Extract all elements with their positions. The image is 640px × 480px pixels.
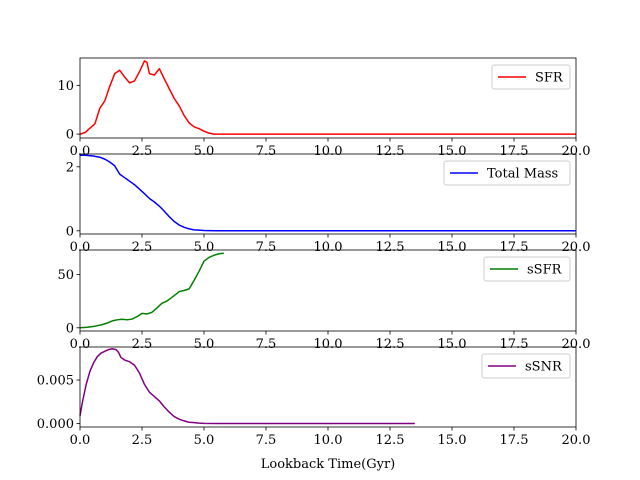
- x-tick-label: 7.5: [256, 433, 277, 448]
- x-tick-label: 2.5: [132, 240, 153, 255]
- x-tick-label: 12.5: [376, 433, 405, 448]
- x-tick-label: 5.0: [194, 337, 215, 352]
- x-tick-label: 15.0: [438, 337, 467, 352]
- legend-label: sSNR: [525, 360, 563, 375]
- x-tick-label: 20.0: [562, 144, 591, 159]
- x-tick-label: 12.5: [376, 337, 405, 352]
- y-tick-label: 10: [57, 79, 74, 94]
- y-tick-label: 2: [66, 160, 74, 175]
- x-tick-label: 0.0: [70, 337, 91, 352]
- x-tick-label: 0.0: [70, 433, 91, 448]
- y-tick-label: 0.000: [37, 417, 74, 432]
- x-tick-label: 7.5: [256, 240, 277, 255]
- x-tick-label: 17.5: [500, 144, 529, 159]
- series-line-sfr: [79, 60, 576, 135]
- legend-label: SFR: [535, 71, 564, 86]
- panel-3: 0.0 2.5 5.0 7.5 10.0 12.5 15.0 17.5 20.0 0 50 sSFR: [57, 249, 591, 352]
- x-tick-label: 2.5: [132, 144, 153, 159]
- x-tick-label: 20.0: [562, 337, 591, 352]
- x-tick-label: 7.5: [256, 337, 277, 352]
- x-tick-label: 5.0: [194, 240, 215, 255]
- x-tick-label: 20.0: [562, 240, 591, 255]
- x-tick-label: 12.5: [376, 240, 405, 255]
- x-tick-label: 15.0: [438, 433, 467, 448]
- legend-label: Total Mass: [487, 167, 558, 182]
- x-tick-label: 2.5: [132, 433, 153, 448]
- legend-box: [443, 160, 571, 186]
- x-tick-label: 17.5: [500, 337, 529, 352]
- legend-label: sSFR: [527, 263, 563, 278]
- y-tick-label: 0: [66, 224, 74, 239]
- x-tick-label: 10.0: [314, 337, 343, 352]
- legend-box: [483, 256, 571, 282]
- x-tick-label: 12.5: [376, 144, 405, 159]
- legend-box: [481, 353, 571, 379]
- x-tick-label: 15.0: [438, 144, 467, 159]
- y-tick-label: 0.005: [37, 374, 74, 389]
- x-tick-label: 7.5: [256, 144, 277, 159]
- x-tick-label: 5.0: [194, 433, 215, 448]
- y-tick-label: 0: [66, 128, 74, 143]
- x-axis-label: Lookback Time(Gyr): [261, 457, 395, 472]
- series-line-total-mass: [80, 154, 576, 232]
- x-tick-label: 17.5: [500, 433, 529, 448]
- y-tick-label: 0: [66, 321, 74, 336]
- series-line-ssfr: [79, 252, 224, 329]
- x-tick-label: 17.5: [500, 240, 529, 255]
- x-tick-label: 10.0: [314, 433, 343, 448]
- x-tick-label: 2.5: [132, 337, 153, 352]
- x-tick-label: 20.0: [562, 433, 591, 448]
- x-tick-label: 0.0: [70, 240, 91, 255]
- x-tick-label: 5.0: [194, 144, 215, 159]
- panel-4: 0.0 2.5 5.0 7.5 10.0 12.5 15.0 17.5 20.0 0.000 0.0…: [37, 346, 591, 472]
- x-tick-label: 10.0: [314, 240, 343, 255]
- y-tick-label: 50: [57, 268, 74, 283]
- panel-2: 0.0 2.5 5.0 7.5 10.0 12.5 15.0 17.5 20.0 0 2 Total …: [66, 153, 591, 255]
- legend-box: [491, 64, 571, 90]
- x-tick-label: 10.0: [314, 144, 343, 159]
- series-line-ssnr: [79, 347, 415, 425]
- x-tick-label: 15.0: [438, 240, 467, 255]
